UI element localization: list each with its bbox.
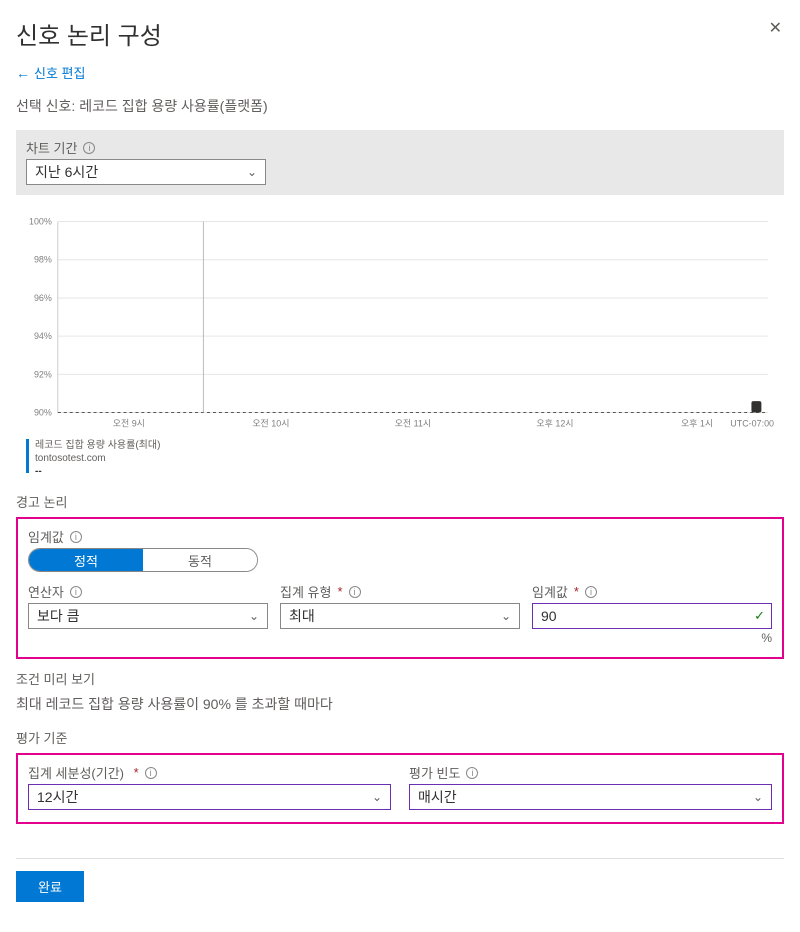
svg-text:92%: 92%: [34, 369, 52, 379]
info-icon[interactable]: i: [70, 531, 82, 543]
granularity-label-text: 집계 세분성(기간): [28, 763, 124, 782]
chart-period-value: 지난 6시간: [35, 162, 98, 182]
threshold-input[interactable]: 90 ✓: [532, 603, 772, 629]
threshold-value-label-text: 임계값: [532, 582, 568, 601]
svg-text:오후 1시: 오후 1시: [681, 418, 713, 428]
legend-line2: tontosotest.com: [35, 452, 160, 465]
selected-signal-text: 선택 신호: 레코드 집합 용량 사용률(플랫폼): [16, 96, 784, 116]
threshold-type-label-text: 임계값: [28, 527, 64, 546]
operator-value: 보다 큼: [37, 606, 80, 626]
page-title: 신호 논리 구성: [16, 16, 784, 51]
done-button[interactable]: 완료: [16, 871, 84, 902]
aggregation-label: 집계 유형 * i: [280, 582, 520, 601]
chart-area: 90% 92% 94% 96% 98% 100% 오전 9시 오전 10시 오전 11시 오후 1…: [16, 205, 784, 482]
legend-text: 레코드 집합 용량 사용률(최대) tontosotest.com --: [35, 439, 160, 478]
condition-preview-title: 조건 미리 보기: [16, 669, 784, 688]
svg-text:100%: 100%: [29, 217, 52, 227]
chevron-down-icon: ⌄: [501, 609, 511, 623]
info-icon[interactable]: i: [349, 586, 361, 598]
threshold-input-value: 90: [541, 608, 557, 624]
chart-period-label-text: 차트 기간: [26, 138, 77, 157]
back-link[interactable]: ← 신호 편집: [16, 63, 85, 82]
required-star: *: [337, 584, 342, 599]
evaluation-box: 집계 세분성(기간) * i 12시간 ⌄ 평가 빈도 i 매시간 ⌄: [16, 753, 784, 824]
threshold-type-label: 임계값 i: [28, 527, 772, 546]
info-icon[interactable]: i: [585, 586, 597, 598]
svg-text:96%: 96%: [34, 293, 52, 303]
operator-select[interactable]: 보다 큼 ⌄: [28, 603, 268, 629]
aggregation-value: 최대: [289, 606, 315, 626]
toggle-dynamic[interactable]: 동적: [143, 549, 257, 571]
svg-text:94%: 94%: [34, 331, 52, 341]
required-star: *: [574, 584, 579, 599]
check-icon: ✓: [754, 608, 765, 624]
info-icon[interactable]: i: [466, 767, 478, 779]
chart-period-select[interactable]: 지난 6시간 ⌄: [26, 159, 266, 185]
svg-text:오전 10시: 오전 10시: [252, 418, 289, 428]
frequency-label-text: 평가 빈도: [409, 763, 460, 782]
alert-logic-label: 경고 논리: [16, 492, 784, 511]
chart-period-panel: 차트 기간 i 지난 6시간 ⌄: [16, 130, 784, 195]
chevron-down-icon: ⌄: [247, 165, 257, 179]
chart-period-label: 차트 기간 i: [26, 138, 774, 157]
threshold-unit: %: [532, 631, 772, 645]
chevron-down-icon: ⌄: [249, 609, 259, 623]
frequency-select[interactable]: 매시간 ⌄: [409, 784, 772, 810]
legend-value: --: [35, 465, 160, 478]
frequency-value: 매시간: [418, 787, 457, 807]
svg-text:UTC-07:00: UTC-07:00: [730, 418, 774, 428]
chevron-down-icon: ⌄: [372, 790, 382, 804]
close-icon[interactable]: ✕: [769, 18, 782, 38]
svg-text:오후 12시: 오후 12시: [536, 418, 573, 428]
chart-svg: 90% 92% 94% 96% 98% 100% 오전 9시 오전 10시 오전 11시 오후 1…: [22, 215, 778, 435]
operator-label: 연산자 i: [28, 582, 268, 601]
svg-text:90%: 90%: [34, 408, 52, 418]
info-icon[interactable]: i: [70, 586, 82, 598]
granularity-value: 12시간: [37, 787, 78, 807]
svg-text:98%: 98%: [34, 255, 52, 265]
condition-preview-text: 최대 레코드 집합 용량 사용률이 90% 를 초과할 때마다: [16, 694, 784, 714]
svg-text:오전 11시: 오전 11시: [395, 418, 431, 428]
threshold-value-label: 임계값 * i: [532, 582, 772, 601]
chart-legend: 레코드 집합 용량 사용률(최대) tontosotest.com --: [22, 439, 778, 478]
info-icon[interactable]: i: [145, 767, 157, 779]
chevron-down-icon: ⌄: [753, 790, 763, 804]
granularity-select[interactable]: 12시간 ⌄: [28, 784, 391, 810]
footer-separator: [16, 858, 784, 859]
alert-logic-box: 임계값 i 정적 동적 연산자 i 보다 큼 ⌄ 집계 유형 * i 최대 ⌄: [16, 517, 784, 659]
aggregation-label-text: 집계 유형: [280, 582, 331, 601]
legend-color-bar: [26, 439, 29, 473]
required-star: *: [130, 765, 139, 780]
svg-text:오전 9시: 오전 9시: [113, 418, 145, 428]
threshold-type-toggle[interactable]: 정적 동적: [28, 548, 258, 572]
arrow-left-icon: ←: [16, 65, 30, 81]
aggregation-select[interactable]: 최대 ⌄: [280, 603, 520, 629]
info-icon[interactable]: i: [83, 142, 95, 154]
granularity-label: 집계 세분성(기간) * i: [28, 763, 391, 782]
back-link-label: 신호 편집: [34, 63, 85, 82]
evaluation-label: 평가 기준: [16, 728, 784, 747]
frequency-label: 평가 빈도 i: [409, 763, 772, 782]
legend-line1: 레코드 집합 용량 사용률(최대): [35, 439, 160, 452]
operator-label-text: 연산자: [28, 582, 64, 601]
toggle-static[interactable]: 정적: [29, 549, 143, 571]
